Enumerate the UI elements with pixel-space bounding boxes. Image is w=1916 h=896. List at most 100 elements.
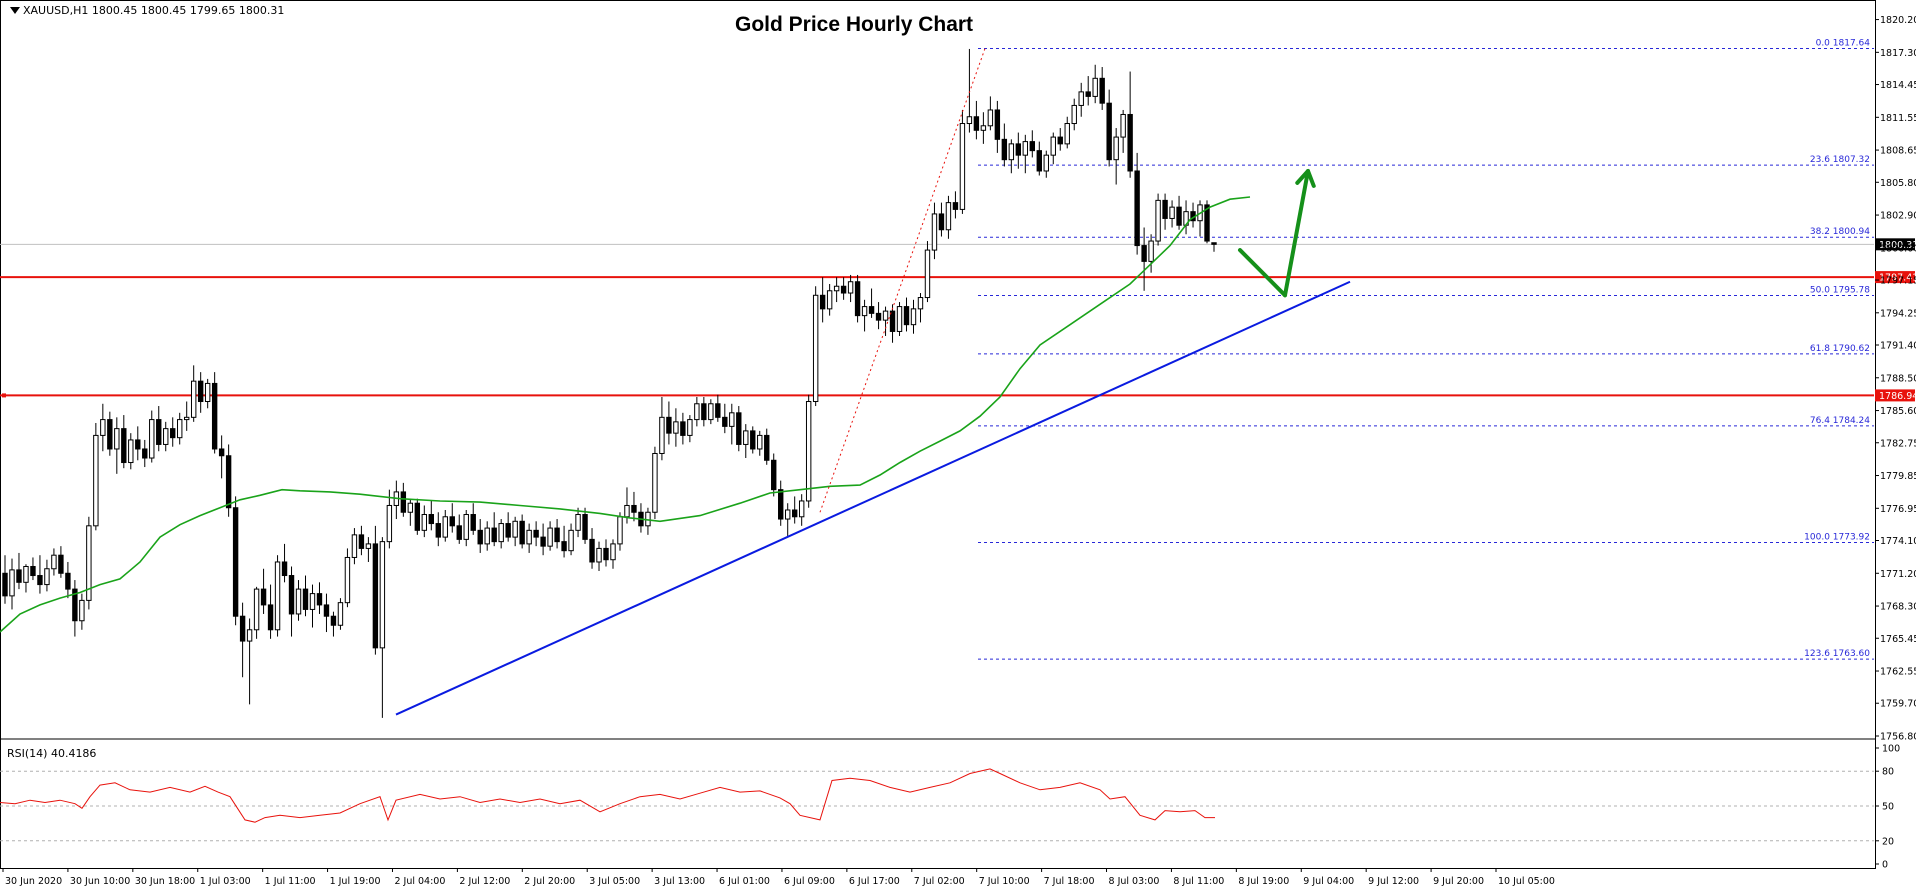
y-tick-label: 1756.80 (1880, 732, 1916, 743)
y-tick-label: 1762.55 (1880, 667, 1916, 678)
x-tick-label: 30 Jun 18:00 (135, 876, 195, 887)
support-trendline (396, 282, 1350, 715)
bearish-candle (995, 110, 999, 139)
bullish-candle (310, 594, 314, 610)
bearish-candle (3, 573, 7, 596)
bullish-candle (387, 505, 391, 541)
bullish-candle (848, 282, 852, 293)
bearish-candle (226, 456, 230, 508)
bearish-candle (855, 282, 859, 316)
bullish-candle (191, 381, 195, 417)
bullish-candle (296, 589, 300, 614)
bearish-candle (401, 492, 405, 512)
bullish-candle (513, 521, 517, 537)
fib-impulse-line (820, 48, 985, 512)
bearish-candle (841, 286, 845, 293)
bearish-candle (534, 530, 538, 537)
bearish-candle (219, 449, 223, 456)
horizontal-levels-layer: 1797.41 1786.94 1800.31 (0, 238, 1916, 402)
bullish-candle (80, 600, 84, 620)
bullish-candle (1065, 124, 1069, 144)
fib-level-label: 123.6 1763.60 (1804, 649, 1870, 659)
y-tick-label: 1794.25 (1880, 308, 1916, 319)
bullish-candle (1156, 200, 1160, 241)
bearish-candle (1016, 144, 1020, 155)
bullish-candle (806, 402, 810, 501)
bearish-candle (541, 537, 545, 546)
bullish-candle (464, 515, 468, 540)
bullish-candle (911, 309, 915, 325)
bearish-candle (723, 417, 727, 426)
bullish-candle (653, 453, 657, 512)
bullish-candle (695, 404, 699, 420)
bearish-candle (716, 404, 720, 418)
bullish-candle (618, 517, 622, 544)
bullish-candle (52, 555, 56, 569)
bearish-candle (38, 576, 42, 585)
x-tick-label: 3 Jul 13:00 (654, 876, 705, 887)
y-tick-label: 1791.40 (1880, 341, 1916, 352)
bearish-candle (1142, 246, 1146, 262)
bearish-candle (765, 435, 769, 460)
bearish-candle (904, 307, 908, 325)
x-tick-label: 9 Jul 20:00 (1433, 876, 1484, 887)
bearish-candle (562, 542, 566, 551)
fib-level-label: 23.6 1807.32 (1810, 155, 1870, 165)
rsi-tick-label: 100 (1882, 744, 1900, 755)
y-tick-label: 1771.20 (1880, 569, 1916, 580)
bullish-candle (1072, 105, 1076, 123)
bullish-candle (380, 542, 384, 648)
y-tick-label: 1802.90 (1880, 211, 1916, 222)
bearish-candle (268, 605, 272, 630)
level-price-label: 1786.94 (1879, 391, 1916, 402)
bullish-candle (960, 124, 964, 210)
bearish-candle (478, 530, 482, 544)
bearish-candle (303, 589, 307, 609)
bearish-candle (702, 404, 706, 420)
bearish-candle (667, 417, 671, 433)
bullish-candle (932, 214, 936, 250)
rsi-tick-label: 0 (1882, 860, 1888, 871)
bullish-candle (813, 295, 817, 401)
bearish-candle (681, 422, 685, 436)
bullish-candle (345, 557, 349, 602)
bullish-candle (674, 422, 678, 433)
bullish-candle (1044, 155, 1048, 171)
trendline-layer (396, 48, 1350, 714)
bearish-candle (324, 605, 328, 616)
bearish-candle (450, 517, 454, 526)
bullish-candle (799, 501, 803, 517)
bearish-candle (31, 566, 35, 575)
plot-border (1, 1, 1876, 869)
bearish-candle (632, 505, 636, 512)
bullish-candle (827, 291, 831, 309)
bearish-candle (331, 616, 335, 625)
bullish-candle (834, 286, 838, 291)
bullish-candle (1023, 142, 1027, 156)
bullish-candle (1149, 241, 1153, 261)
time-axis-layer: 30 Jun 2020 30 Jun 10:00 30 Jun 18:00 1 Jul… (3, 868, 1555, 887)
bearish-candle (772, 460, 776, 489)
bullish-candle (688, 420, 692, 436)
bearish-candle (1135, 171, 1139, 246)
moving-average-layer (0, 197, 1250, 632)
rsi-tick-label: 80 (1882, 767, 1894, 778)
bearish-candle (974, 117, 978, 131)
bearish-candle (1128, 114, 1132, 171)
bullish-candle (352, 535, 356, 558)
x-tick-label: 1 Jul 03:00 (200, 876, 251, 887)
y-tick-label: 1817.30 (1880, 48, 1916, 59)
price-axis-layer: 1820.201817.301814.451811.551808.651805.… (1875, 15, 1916, 742)
bullish-candle (443, 517, 447, 537)
bearish-candle (17, 570, 21, 582)
bullish-candle (625, 505, 629, 516)
bullish-candle (164, 429, 168, 445)
x-tick-label: 8 Jul 11:00 (1173, 876, 1224, 887)
bearish-candle (212, 383, 216, 449)
x-tick-label: 2 Jul 12:00 (459, 876, 510, 887)
x-tick-label: 30 Jun 2020 (5, 876, 62, 887)
bearish-candle (240, 616, 244, 641)
bearish-candle (471, 515, 475, 531)
bullish-candle (897, 307, 901, 332)
bearish-candle (1002, 139, 1006, 159)
